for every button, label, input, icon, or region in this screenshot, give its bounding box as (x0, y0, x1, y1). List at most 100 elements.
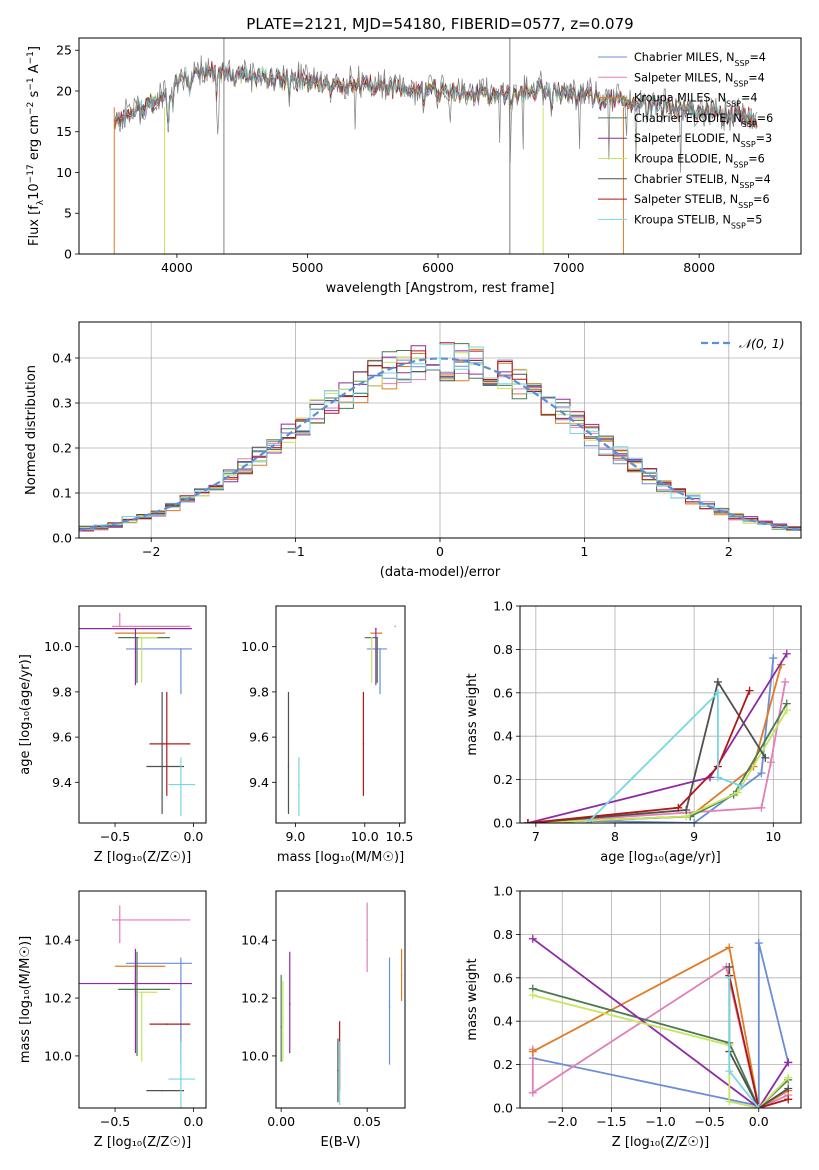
x-tick-label: −0.5 (694, 1114, 724, 1129)
x-tick-label: −0.5 (100, 829, 130, 844)
data-point (388, 1005, 391, 1008)
weight-marker (761, 753, 770, 762)
y-tick-label: 0 (64, 247, 72, 262)
weight-marker (757, 769, 766, 778)
x-tick-label: 10 (765, 829, 781, 844)
x-tick-label: −1.0 (645, 1114, 675, 1129)
data-point (166, 1023, 168, 1025)
x-tick-label: 6000 (422, 260, 454, 275)
axes-frame (78, 890, 207, 1109)
y-tick-label: 0.0 (493, 816, 513, 831)
y-tick-label: 10.0 (44, 1048, 72, 1063)
y-tick-label: 9.4 (52, 775, 72, 790)
y-axis-label: mass [log₁₀(M/M☉)] (18, 936, 33, 1063)
y-tick-label: 5 (64, 206, 72, 221)
x-tick-label: 8 (611, 829, 619, 844)
x-tick-label: 7 (532, 829, 540, 844)
x-tick-label: −1.5 (596, 1114, 626, 1129)
x-tick-label: 0.0 (184, 1114, 204, 1129)
weight-line (527, 690, 751, 823)
data-point (280, 1026, 282, 1028)
x-tick-label: 0.0 (184, 829, 204, 844)
mass-vs-ebv-panel: 0.00 0.05 10.0 10.2 10.4 E(B-V) (241, 890, 406, 1150)
data-point (161, 1089, 163, 1092)
x-axis-label: (data-model)/error (380, 565, 501, 580)
axes-frame (275, 605, 406, 824)
y-tick-label: 20 (56, 83, 72, 98)
weight-marker (781, 677, 790, 686)
weight-marker (713, 773, 722, 782)
weight-marker (782, 706, 791, 715)
weight-marker (745, 686, 754, 695)
weight-marker (725, 973, 734, 982)
y-tick-label: 0.2 (493, 1057, 513, 1072)
weight-marker (690, 819, 699, 823)
data-point (140, 991, 143, 994)
y-axis-label: age [log₁₀(age/yr)] (18, 654, 33, 775)
y-tick-label: 0.4 (493, 729, 513, 744)
legend-entry: Chabrier MILES, NSSP=4 (634, 51, 766, 68)
y-tick-label: 9.8 (249, 684, 269, 699)
mass-weight-vs-age-panel: 7 8 9 10 0.0 0.2 0.4 0.6 0.8 1.0 age [log₁₀(age/yr… (465, 599, 802, 865)
age-vs-mass-panel: 9.0 10.0 10.5 9.4 9.6 9.8 10.0 mass [log₁₀(M/M☉… (241, 605, 414, 865)
data-point (338, 1072, 341, 1075)
data-point (136, 988, 138, 991)
weight-marker (782, 649, 791, 658)
weight-marker (725, 962, 734, 971)
weight-marker (528, 991, 537, 1000)
data-point (180, 962, 182, 965)
y-tick-label: 0.8 (493, 927, 513, 942)
weight-marker (528, 1047, 537, 1056)
axes-frame (78, 605, 207, 824)
data-point (161, 765, 163, 768)
weight-marker (754, 1104, 763, 1108)
weight-marker (766, 758, 775, 767)
y-tick-label: 10.0 (44, 639, 72, 654)
x-tick-label: 10.5 (386, 829, 414, 844)
weight-marker (769, 654, 778, 663)
y-tick-label: 0.1 (52, 486, 72, 501)
legend: 𝒩(0, 1) (701, 336, 785, 351)
data-point (375, 627, 377, 630)
x-axis-label: Z [log₁₀(Z/Z☉)] (94, 1135, 191, 1150)
x-tick-label: −1 (286, 544, 304, 559)
mass-vs-z-panel: −0.5 0.0 10.0 10.2 10.4 Z [log₁₀(Z/Z☉)] mass [… (18, 890, 207, 1150)
x-tick-label: 4000 (161, 260, 193, 275)
y-tick-label: 10.0 (241, 1048, 269, 1063)
weight-marker (725, 1067, 734, 1076)
plot-area (523, 649, 791, 823)
weight-line (527, 679, 767, 823)
data-point (134, 982, 137, 985)
weight-marker (713, 677, 722, 686)
y-tick-label: 1.0 (493, 599, 513, 614)
data-point (379, 648, 381, 650)
axes-frame (275, 890, 406, 1109)
data-point (400, 974, 403, 976)
x-tick-label: −2 (142, 544, 160, 559)
axes-frame (519, 605, 802, 824)
axes-frame (519, 890, 802, 1109)
y-tick-label: 10 (56, 165, 72, 180)
data-point (287, 765, 290, 768)
weight-marker (784, 1058, 793, 1067)
weight-marker (784, 1084, 793, 1093)
legend-entry: Kroupa STELIB, NSSP=5 (634, 213, 762, 230)
data-point (298, 783, 300, 786)
weight-line (728, 975, 789, 1108)
y-tick-label: 0.4 (52, 351, 72, 366)
legend-entry: Salpeter MILES, NSSP=4 (634, 71, 765, 88)
x-tick-label: 0.05 (353, 1114, 381, 1129)
normal-curve (79, 357, 801, 532)
y-tick-label: 0.3 (52, 396, 72, 411)
mass-weight-vs-z-panel: −2.0 −1.5 −1.0 −0.5 0.0 0.0 0.2 0.4 0.6 0.8 1.0 Z [… (465, 884, 802, 1150)
data-point (180, 648, 182, 650)
x-tick-label: 2 (725, 544, 733, 559)
y-tick-label: 0.6 (493, 970, 513, 985)
residuals-panel: −2 −1 0 1 2 0.0 0.1 0.2 0.3 0.4 (data-model)/error… (24, 321, 802, 580)
weight-marker (725, 1097, 734, 1106)
y-tick-label: 0.2 (493, 772, 513, 787)
data-point (118, 625, 121, 628)
weight-marker (754, 939, 763, 948)
y-tick-label: 10.4 (241, 933, 269, 948)
x-axis-label: Z [log₁₀(Z/Z☉)] (94, 850, 191, 865)
